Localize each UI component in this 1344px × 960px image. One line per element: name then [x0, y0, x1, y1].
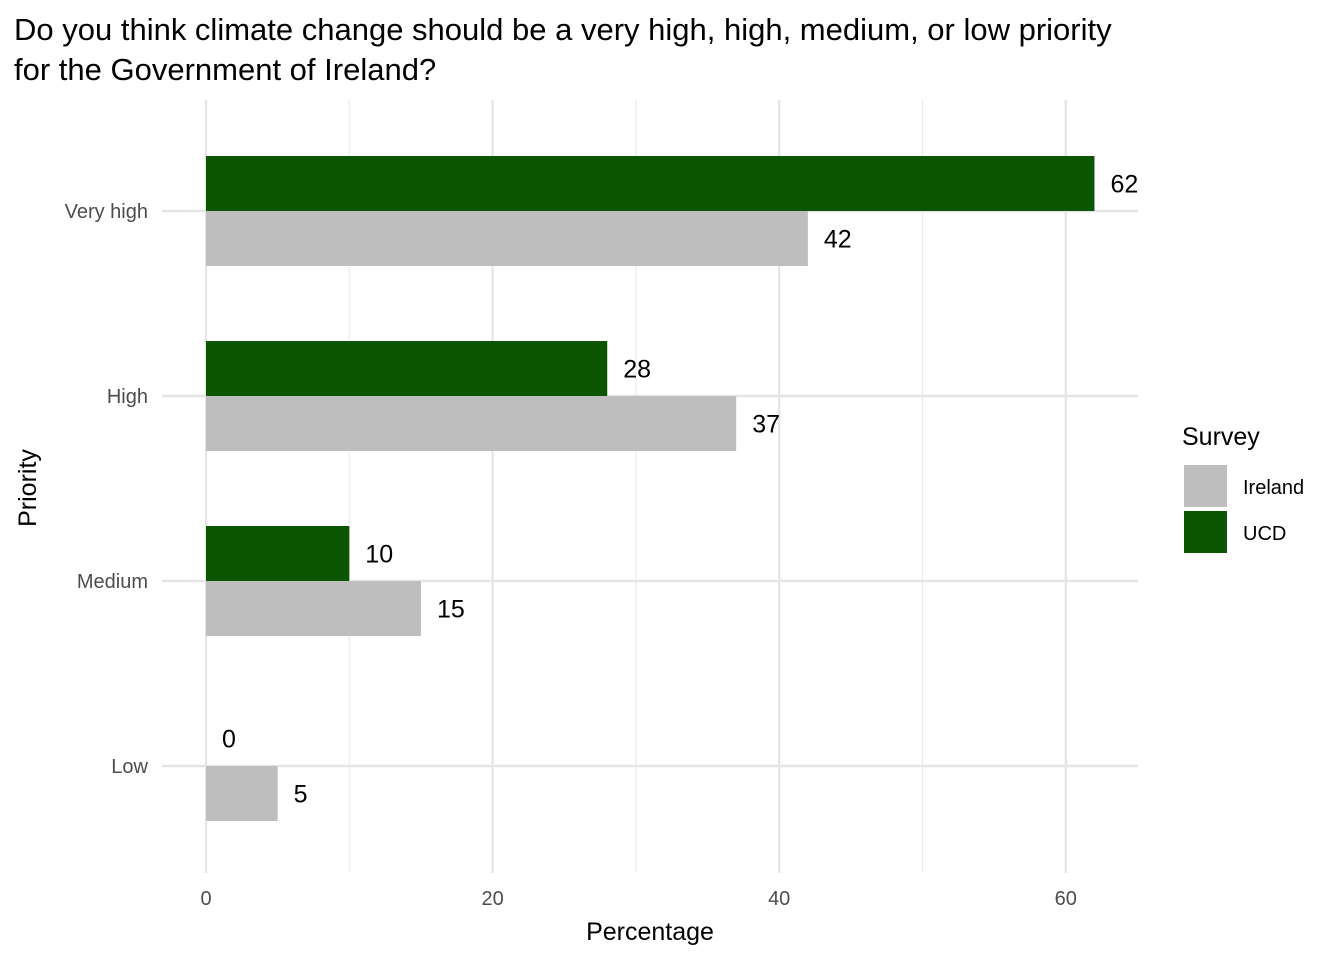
y-axis-tick-labels: Very high High Medium Low — [65, 201, 149, 778]
legend-entries: Ireland UCD — [1184, 465, 1304, 553]
y-tick-label: Low — [111, 756, 148, 778]
bar-ireland-low — [206, 766, 278, 821]
data-label-ireland-very-high: 42 — [824, 226, 852, 254]
data-label-ireland-medium: 15 — [437, 596, 465, 624]
y-tick-label: High — [107, 386, 148, 408]
chart-title: Do you think climate change should be a … — [14, 10, 1314, 90]
y-axis-title: Priority — [14, 449, 42, 527]
legend-swatch-ucd — [1184, 511, 1227, 553]
x-tick-label: 0 — [200, 888, 211, 910]
legend: Survey Ireland UCD — [1182, 423, 1304, 553]
data-label-ucd-very-high: 62 — [1110, 171, 1138, 199]
bar-labels: 62 42 28 37 10 15 0 5 — [222, 171, 1138, 809]
bar-ireland-medium — [206, 581, 421, 636]
bar-ucd-medium — [206, 526, 350, 581]
x-tick-label: 60 — [1055, 888, 1077, 910]
chart-title-line-2: for the Government of Ireland? — [14, 52, 437, 87]
legend-title: Survey — [1182, 423, 1260, 451]
data-label-ireland-low: 5 — [294, 781, 308, 809]
y-tick-label: Medium — [77, 571, 148, 593]
data-label-ucd-medium: 10 — [365, 541, 393, 569]
legend-label-ireland: Ireland — [1243, 477, 1304, 499]
bar-ireland-high — [206, 396, 737, 451]
x-tick-label: 40 — [768, 888, 790, 910]
x-axis-tick-labels: 0 20 40 60 — [200, 888, 1076, 910]
x-axis-title: Percentage — [586, 918, 714, 946]
bar-ucd-very-high — [206, 156, 1095, 211]
data-label-ireland-high: 37 — [752, 411, 780, 439]
bars — [206, 156, 1095, 821]
data-label-ucd-high: 28 — [623, 356, 651, 384]
y-tick-label: Very high — [65, 201, 148, 223]
legend-swatch-ireland — [1184, 465, 1227, 507]
legend-label-ucd: UCD — [1243, 523, 1286, 545]
x-tick-label: 20 — [481, 888, 503, 910]
chart-title-line-1: Do you think climate change should be a … — [14, 12, 1112, 47]
data-label-ucd-low: 0 — [222, 726, 236, 754]
bar-ucd-high — [206, 341, 608, 396]
bar-ireland-very-high — [206, 211, 808, 266]
